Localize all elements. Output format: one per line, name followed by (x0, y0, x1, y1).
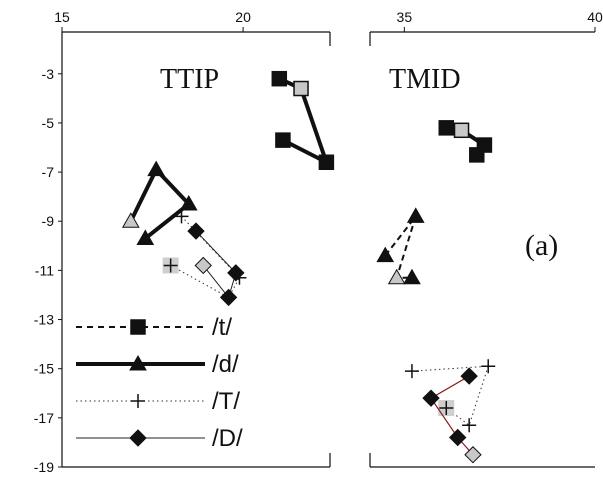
x-tick-label: 20 (235, 9, 251, 25)
data-point-diamond (219, 288, 238, 307)
y-tick-label: -13 (34, 312, 54, 328)
data-point-triangle (376, 246, 395, 263)
series-line (430, 375, 474, 456)
data-point-square (318, 154, 335, 171)
data-point-diamond (187, 222, 205, 240)
x-tick-label: 40 (587, 9, 603, 25)
y-tick-label: -9 (42, 213, 55, 229)
data-point-plus (481, 359, 496, 374)
data-point-diamond (464, 446, 482, 464)
data-point-plus (439, 401, 454, 416)
series-0-plus (162, 209, 247, 305)
legend-label: /T/ (212, 388, 240, 415)
series-1-triangle (376, 207, 425, 285)
series-1-square (438, 120, 493, 163)
panel-annotation: (a) (525, 229, 558, 262)
series-line (195, 230, 237, 299)
x-tick-label: 15 (54, 9, 70, 25)
data-point-triangle (136, 229, 155, 245)
data-point-triangle (121, 212, 140, 228)
y-tick-label: -17 (34, 410, 54, 426)
series-line (170, 215, 241, 299)
legend-label: /d/ (212, 351, 239, 378)
axes-layer: 15 20 35 40 -3 -5 -7 -9 -11 -13 -15 -17 -19 (34, 9, 603, 475)
y-tick-label: -19 (34, 459, 54, 475)
data-point-plus (462, 418, 477, 433)
data-point-square (438, 120, 455, 136)
data-point-plus (174, 209, 189, 224)
data-point-triangle (147, 160, 166, 177)
y-tick-label: -7 (42, 164, 55, 180)
legend-marker-diamond (129, 429, 147, 447)
data-point-plus (404, 364, 419, 379)
data-point-triangle (387, 268, 406, 285)
data-point-square (275, 132, 291, 148)
series-line (384, 215, 417, 279)
data-point-square (293, 80, 309, 97)
data-point-square (453, 122, 470, 139)
legend-entry: /t/ (76, 314, 232, 341)
y-tick-label: -11 (35, 262, 54, 278)
data-point-diamond (422, 389, 440, 407)
data-point-triangle (406, 207, 425, 223)
data-point-diamond (227, 264, 245, 282)
data-point-diamond (449, 428, 467, 447)
x-tick-label: 35 (397, 9, 413, 25)
y-tick-label: -15 (34, 361, 54, 377)
legend: /t/ /d/ /T/ /D/ (76, 314, 243, 452)
legend-marker-square (130, 319, 146, 335)
legend-entry: /T/ (76, 388, 240, 415)
y-tick-label: -5 (42, 115, 55, 131)
series-0-square (271, 70, 335, 171)
series-1-plus (404, 359, 496, 433)
data-point-triangle (403, 268, 421, 285)
data-point-square (469, 147, 485, 163)
series-1-diamond (422, 367, 482, 464)
data-point-diamond (460, 367, 478, 385)
series-layer (121, 70, 496, 464)
legend-label: /D/ (212, 425, 243, 452)
panel-title-ttip: TTIP (160, 64, 219, 95)
data-point-triangle (179, 195, 198, 211)
series-0-diamond (187, 222, 245, 307)
series-line (278, 76, 330, 167)
y-tick-label: -3 (42, 66, 55, 82)
legend-marker-plus (131, 394, 145, 408)
legend-entry: /D/ (76, 425, 243, 452)
legend-label: /t/ (212, 314, 232, 341)
legend-entry: /d/ (76, 351, 239, 378)
data-point-diamond (194, 256, 212, 275)
data-point-plus (163, 258, 178, 273)
data-point-square (271, 70, 288, 87)
panel-title-tmid: TMID (389, 64, 461, 95)
series-line (129, 166, 192, 241)
series-0-triangle (121, 160, 198, 245)
legend-marker-triangle (129, 354, 147, 371)
